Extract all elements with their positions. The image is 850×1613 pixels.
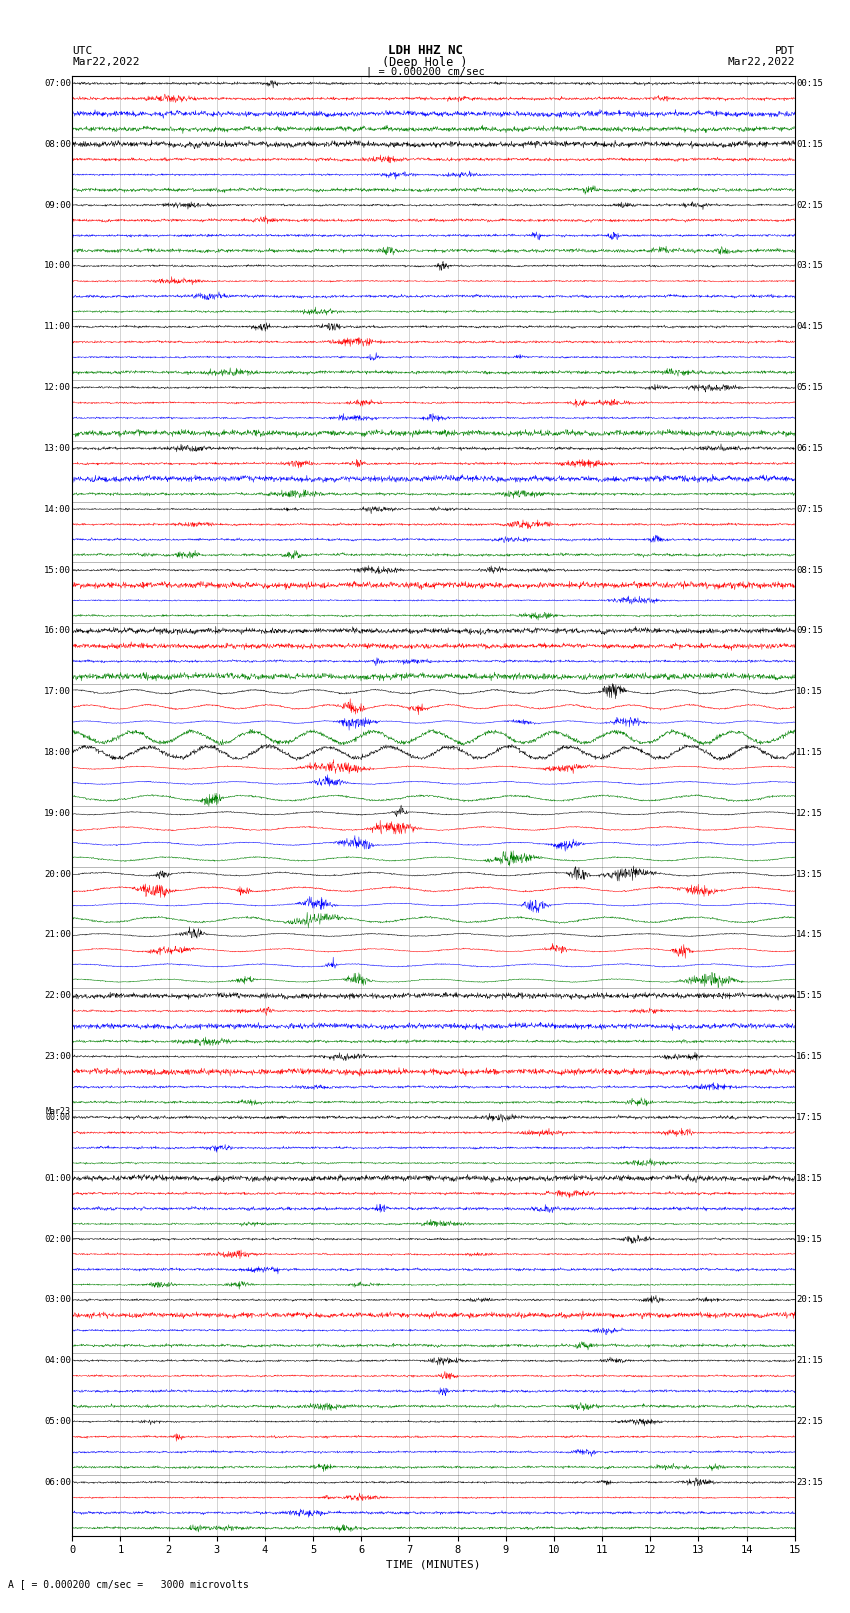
X-axis label: TIME (MINUTES): TIME (MINUTES) [386, 1560, 481, 1569]
Text: 08:00: 08:00 [44, 140, 71, 148]
Text: Mar22,2022: Mar22,2022 [72, 56, 139, 68]
Text: 23:15: 23:15 [796, 1478, 823, 1487]
Text: 23:00: 23:00 [44, 1052, 71, 1061]
Text: 20:15: 20:15 [796, 1295, 823, 1305]
Text: LDH HHZ NC: LDH HHZ NC [388, 44, 462, 58]
Text: 13:00: 13:00 [44, 444, 71, 453]
Text: 00:00: 00:00 [46, 1113, 71, 1123]
Text: 15:15: 15:15 [796, 992, 823, 1000]
Text: Mar23: Mar23 [46, 1107, 71, 1116]
Text: | = 0.000200 cm/sec: | = 0.000200 cm/sec [366, 66, 484, 77]
Text: A [ = 0.000200 cm/sec =   3000 microvolts: A [ = 0.000200 cm/sec = 3000 microvolts [8, 1579, 249, 1589]
Text: 12:15: 12:15 [796, 808, 823, 818]
Text: 14:00: 14:00 [44, 505, 71, 513]
Text: PDT: PDT [774, 45, 795, 56]
Text: 05:15: 05:15 [796, 382, 823, 392]
Text: 09:00: 09:00 [44, 200, 71, 210]
Text: 19:15: 19:15 [796, 1234, 823, 1244]
Text: 16:15: 16:15 [796, 1052, 823, 1061]
Text: 04:15: 04:15 [796, 323, 823, 331]
Text: 02:00: 02:00 [44, 1234, 71, 1244]
Text: 14:15: 14:15 [796, 931, 823, 939]
Text: 09:15: 09:15 [796, 626, 823, 636]
Text: 19:00: 19:00 [44, 808, 71, 818]
Text: 01:15: 01:15 [796, 140, 823, 148]
Text: 22:00: 22:00 [44, 992, 71, 1000]
Text: 11:15: 11:15 [796, 748, 823, 756]
Text: 16:00: 16:00 [44, 626, 71, 636]
Text: 22:15: 22:15 [796, 1418, 823, 1426]
Text: 15:00: 15:00 [44, 566, 71, 574]
Text: 17:15: 17:15 [796, 1113, 823, 1123]
Text: 06:15: 06:15 [796, 444, 823, 453]
Text: 18:15: 18:15 [796, 1174, 823, 1182]
Text: 07:15: 07:15 [796, 505, 823, 513]
Text: Mar22,2022: Mar22,2022 [728, 56, 795, 68]
Text: (Deep Hole ): (Deep Hole ) [382, 55, 468, 69]
Text: 01:00: 01:00 [44, 1174, 71, 1182]
Text: 03:15: 03:15 [796, 261, 823, 271]
Text: 07:00: 07:00 [44, 79, 71, 89]
Text: 17:00: 17:00 [44, 687, 71, 697]
Text: 12:00: 12:00 [44, 382, 71, 392]
Text: 06:00: 06:00 [44, 1478, 71, 1487]
Text: 18:00: 18:00 [44, 748, 71, 756]
Text: 00:15: 00:15 [796, 79, 823, 89]
Text: 08:15: 08:15 [796, 566, 823, 574]
Text: 05:00: 05:00 [44, 1418, 71, 1426]
Text: 10:15: 10:15 [796, 687, 823, 697]
Text: 11:00: 11:00 [44, 323, 71, 331]
Text: 02:15: 02:15 [796, 200, 823, 210]
Text: 03:00: 03:00 [44, 1295, 71, 1305]
Text: 21:00: 21:00 [44, 931, 71, 939]
Text: 10:00: 10:00 [44, 261, 71, 271]
Text: 13:15: 13:15 [796, 869, 823, 879]
Text: UTC: UTC [72, 45, 93, 56]
Text: 04:00: 04:00 [44, 1357, 71, 1365]
Text: 21:15: 21:15 [796, 1357, 823, 1365]
Text: 20:00: 20:00 [44, 869, 71, 879]
